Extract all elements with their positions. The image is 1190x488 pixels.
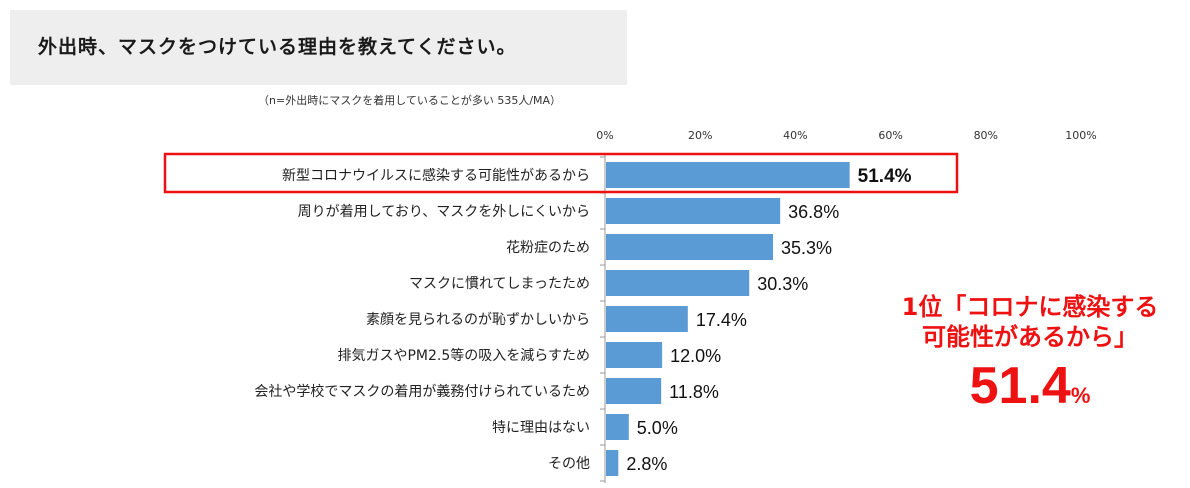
callout-line2: 可能性があるから」 (922, 323, 1138, 351)
highlight-box (163, 152, 959, 194)
category-label: その他 (548, 456, 590, 472)
bar (606, 270, 750, 296)
bar (606, 162, 850, 188)
bar (606, 378, 662, 404)
bar (606, 342, 663, 368)
x-tick-label: 100% (1065, 129, 1096, 142)
category-label: マスクに慣れてしまったため (409, 275, 590, 292)
category-label: 花粉症のため (506, 240, 590, 256)
title-box: 外出時、マスクをつけている理由を教えてください。 (10, 10, 627, 85)
callout: 1位「コロナに感染する 可能性があるから」 51.4% (870, 292, 1190, 414)
data-label: 17.4% (696, 310, 747, 330)
category-label: 会社や学校でマスクの着用が義務付けられているため (254, 383, 590, 400)
x-tick-label: 20% (688, 129, 712, 142)
x-tick-label: 80% (974, 129, 998, 142)
callout-value-wrap: 51.4% (870, 358, 1190, 414)
data-label: 35.3% (781, 238, 832, 258)
data-label: 12.0% (670, 346, 721, 366)
callout-value: 51.4 (969, 357, 1071, 415)
data-label: 51.4% (858, 166, 912, 187)
callout-line1: 1位「コロナに感染する (901, 293, 1159, 321)
category-label: 新型コロナウイルスに感染する可能性があるから (282, 167, 590, 184)
data-label: 36.8% (788, 202, 839, 222)
page-title: 外出時、マスクをつけている理由を教えてください。 (38, 36, 517, 58)
bar (606, 234, 774, 260)
category-label: 素顔を見られるのが恥ずかしいから (366, 312, 590, 328)
data-label: 30.3% (757, 274, 808, 294)
bar (606, 306, 688, 332)
category-label: 周りが着用しており、マスクを外しにくいから (298, 204, 590, 220)
bar (606, 450, 619, 476)
data-label: 11.8% (669, 382, 719, 402)
bar (606, 198, 781, 224)
callout-unit: % (1070, 383, 1091, 408)
category-label: 排気ガスやPM2.5等の吸入を減らすため (337, 347, 590, 364)
bar (606, 414, 629, 440)
sample-note: （n=外出時にマスクを着用していることが多い 535人/MA） (258, 94, 562, 107)
category-label: 特に理由はない (492, 420, 590, 436)
x-tick-label: 40% (783, 129, 807, 142)
x-tick-label: 60% (878, 129, 902, 142)
data-label: 5.0% (637, 418, 678, 438)
x-tick-label: 0% (596, 129, 613, 142)
data-label: 2.8% (626, 454, 667, 474)
